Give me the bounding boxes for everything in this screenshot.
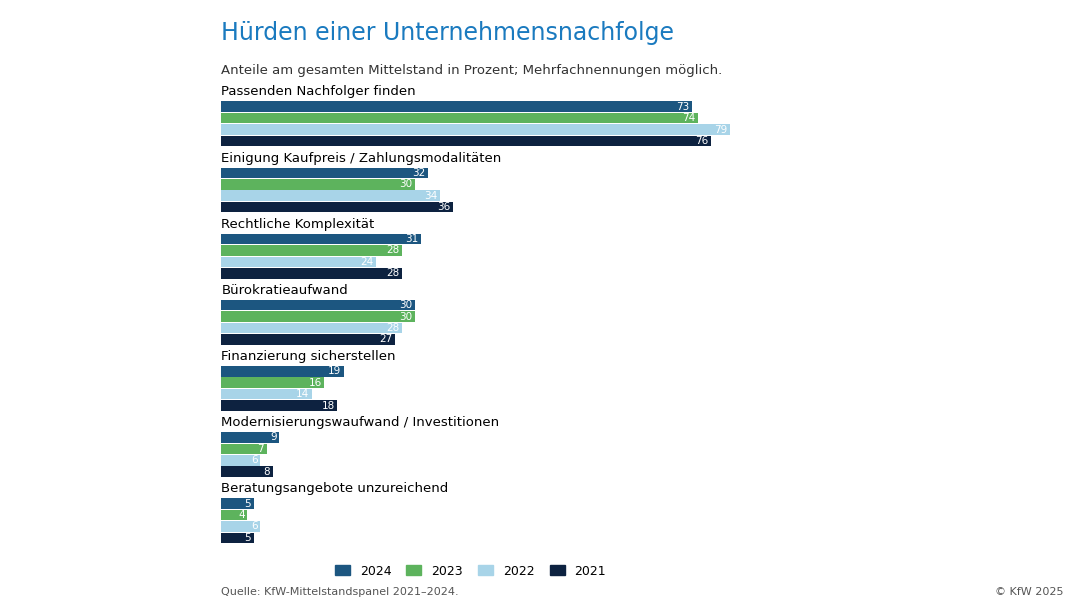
Bar <box>221 245 402 256</box>
Bar <box>221 498 254 509</box>
Text: Passenden Nachfolger finden: Passenden Nachfolger finden <box>221 85 416 98</box>
Bar <box>221 533 254 543</box>
Text: 4: 4 <box>238 510 244 520</box>
Text: 30: 30 <box>399 311 413 322</box>
Bar <box>221 443 267 454</box>
Bar <box>221 102 692 112</box>
Text: 7: 7 <box>257 444 264 454</box>
Bar <box>221 432 280 443</box>
Legend: 2024, 2023, 2022, 2021: 2024, 2023, 2022, 2021 <box>329 559 611 582</box>
Text: 5: 5 <box>244 499 251 508</box>
Text: 18: 18 <box>322 401 335 410</box>
Text: 28: 28 <box>386 323 400 333</box>
Text: 6: 6 <box>251 522 257 531</box>
Text: 16: 16 <box>309 378 322 388</box>
Bar <box>221 202 454 212</box>
Text: 30: 30 <box>399 179 413 189</box>
Text: Finanzierung sicherstellen: Finanzierung sicherstellen <box>221 350 396 363</box>
Bar <box>221 510 247 520</box>
Text: © KfW 2025: © KfW 2025 <box>996 587 1064 597</box>
Bar <box>221 378 324 388</box>
Bar <box>221 400 337 411</box>
Text: Modernisierungswaufwand / Investitionen: Modernisierungswaufwand / Investitionen <box>221 416 500 429</box>
Text: Hürden einer Unternehmensnachfolge: Hürden einer Unternehmensnachfolge <box>221 21 674 45</box>
Bar <box>221 366 343 376</box>
Bar <box>221 521 260 531</box>
Text: 34: 34 <box>424 191 437 201</box>
Text: 36: 36 <box>437 202 450 212</box>
Bar <box>221 179 415 190</box>
Bar <box>221 300 415 311</box>
Text: 79: 79 <box>715 125 728 134</box>
Text: 24: 24 <box>361 257 374 267</box>
Text: 5: 5 <box>244 533 251 543</box>
Text: 19: 19 <box>328 366 341 376</box>
Text: Beratungsangebote unzureichend: Beratungsangebote unzureichend <box>221 482 448 495</box>
Bar <box>221 268 402 278</box>
Bar <box>221 389 312 399</box>
Text: 76: 76 <box>696 136 708 146</box>
Text: 6: 6 <box>251 455 257 465</box>
Bar <box>221 113 698 123</box>
Text: 28: 28 <box>386 246 400 255</box>
Bar <box>221 190 441 201</box>
Text: Quelle: KfW-Mittelstandspanel 2021–2024.: Quelle: KfW-Mittelstandspanel 2021–2024. <box>221 587 459 597</box>
Bar <box>221 311 415 322</box>
Text: 28: 28 <box>386 268 400 278</box>
Text: 74: 74 <box>683 113 696 123</box>
Text: 32: 32 <box>411 168 426 178</box>
Text: 9: 9 <box>270 432 276 443</box>
Bar <box>221 466 273 477</box>
Text: 14: 14 <box>296 389 309 399</box>
Bar <box>221 136 711 147</box>
Text: 31: 31 <box>405 234 419 244</box>
Bar <box>221 334 395 345</box>
Text: 73: 73 <box>676 102 689 112</box>
Bar <box>221 455 260 466</box>
Text: Anteile am gesamten Mittelstand in Prozent; Mehrfachnennungen möglich.: Anteile am gesamten Mittelstand in Proze… <box>221 64 723 77</box>
Text: Rechtliche Komplexität: Rechtliche Komplexität <box>221 218 375 230</box>
Bar <box>221 257 376 267</box>
Text: 30: 30 <box>399 300 413 310</box>
Bar <box>221 233 421 244</box>
Text: Einigung Kaufpreis / Zahlungsmodalitäten: Einigung Kaufpreis / Zahlungsmodalitäten <box>221 151 501 165</box>
Bar <box>221 323 402 333</box>
Bar <box>221 168 428 178</box>
Bar <box>221 124 730 135</box>
Text: 8: 8 <box>264 467 270 477</box>
Text: 27: 27 <box>379 334 393 344</box>
Text: Bürokratieaufwand: Bürokratieaufwand <box>221 284 348 297</box>
